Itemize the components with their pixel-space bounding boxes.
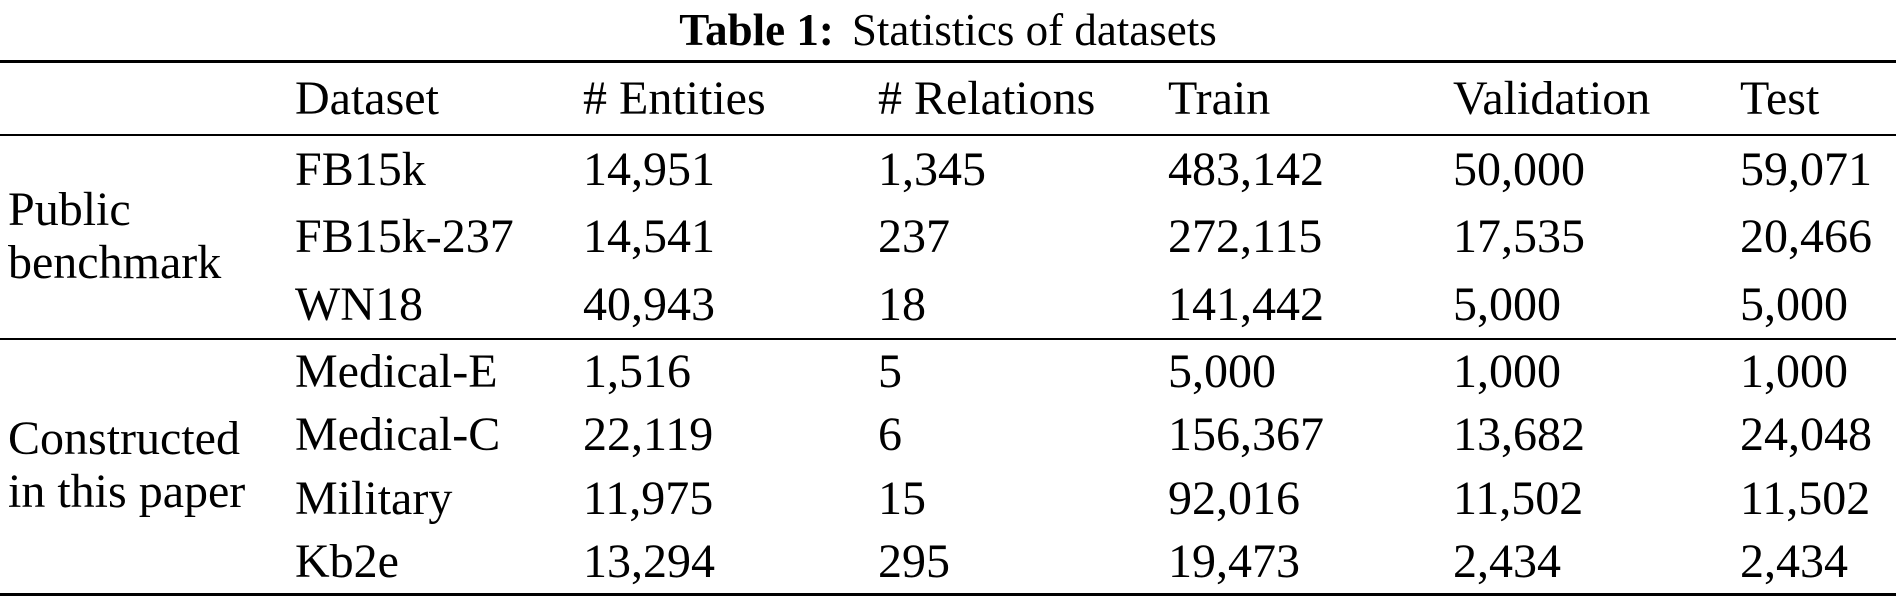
cell-entities: 11,975 [583,472,714,525]
cell-validation: 17,535 [1453,210,1585,263]
cell-test: 11,502 [1740,472,1871,525]
cell-dataset: Kb2e [295,535,399,589]
cell-train: 141,442 [1168,277,1324,331]
cell-entities: 22,119 [583,408,714,461]
cell-relations: 5 [878,344,902,398]
group-label-line: Constructed [8,412,240,466]
cell-dataset: Medical-C [295,408,501,461]
table-row: Medical-C 22,119 6 156,367 13,682 24,048 [0,403,1896,467]
cell-relations: 6 [878,408,902,461]
datasets-table: Dataset # Entities # Relations Train Val… [0,60,1896,596]
cell-test: 2,434 [1740,535,1848,589]
cell-dataset: WN18 [295,277,423,331]
table-row: WN18 40,943 18 141,442 5,000 5,000 [0,271,1896,339]
col-header-validation: Validation [1453,71,1651,125]
cell-test: 59,071 [1740,142,1872,196]
cell-dataset: Medical-E [295,344,498,398]
cell-dataset: Military [295,472,453,525]
cell-train: 19,473 [1168,535,1300,589]
cell-train: 5,000 [1168,344,1276,398]
table-caption-label: Table 1: [679,5,834,55]
group-label-line: benchmark [8,235,222,289]
group-label-line: Public [8,182,131,236]
cell-train: 92,016 [1168,472,1300,525]
cell-entities: 1,516 [583,344,691,398]
cell-test: 24,048 [1740,408,1872,461]
section-constructed-in-this-paper: Constructed in this paper Medical-E 1,51… [0,339,1896,595]
cell-validation: 11,502 [1453,472,1584,525]
cell-validation: 50,000 [1453,142,1585,196]
group-label-constructed: Constructed in this paper [0,339,295,595]
table-caption-text: Statistics of datasets [851,5,1217,55]
table-row: Public benchmark FB15k 14,951 1,345 483,… [0,135,1896,289]
col-header-train: Train [1168,71,1271,125]
cell-validation: 5,000 [1453,277,1561,331]
table-row: Kb2e 13,294 295 19,473 2,434 2,434 [0,531,1896,595]
cell-validation: 2,434 [1453,535,1561,589]
cell-dataset: FB15k-237 [295,210,514,263]
col-header-entities: # Entities [583,71,766,125]
cell-validation: 1,000 [1453,344,1561,398]
group-label-line: in this paper [8,465,246,519]
col-header-group [0,62,295,135]
col-header-dataset: Dataset [295,71,439,125]
cell-relations: 18 [878,277,926,331]
cell-relations: 237 [878,210,950,263]
cell-relations: 295 [878,535,950,589]
cell-validation: 13,682 [1453,408,1585,461]
cell-train: 483,142 [1168,142,1324,196]
cell-test: 1,000 [1740,344,1848,398]
cell-dataset: FB15k [295,142,426,196]
cell-test: 20,466 [1740,210,1872,263]
cell-entities: 14,951 [583,142,715,196]
table-row: FB15k-237 14,541 237 272,115 17,535 20,4… [0,203,1896,271]
cell-train: 156,367 [1168,408,1324,461]
cell-entities: 13,294 [583,535,715,589]
table-caption: Table 1: Statistics of datasets [0,0,1896,60]
section-public-benchmark: Public benchmark FB15k 14,951 1,345 483,… [0,135,1896,339]
table-row: Military 11,975 15 92,016 11,502 11,502 [0,467,1896,531]
header-row: Dataset # Entities # Relations Train Val… [0,62,1896,135]
cell-relations: 1,345 [878,142,986,196]
group-label-public-benchmark: Public benchmark [0,135,295,339]
table-header: Dataset # Entities # Relations Train Val… [0,62,1896,135]
cell-entities: 14,541 [583,210,715,263]
table-row: Constructed in this paper Medical-E 1,51… [0,339,1896,519]
col-header-test: Test [1740,71,1820,125]
cell-test: 5,000 [1740,277,1848,331]
cell-entities: 40,943 [583,277,715,331]
cell-relations: 15 [878,472,926,525]
cell-train: 272,115 [1168,210,1323,263]
col-header-relations: # Relations [878,71,1096,125]
